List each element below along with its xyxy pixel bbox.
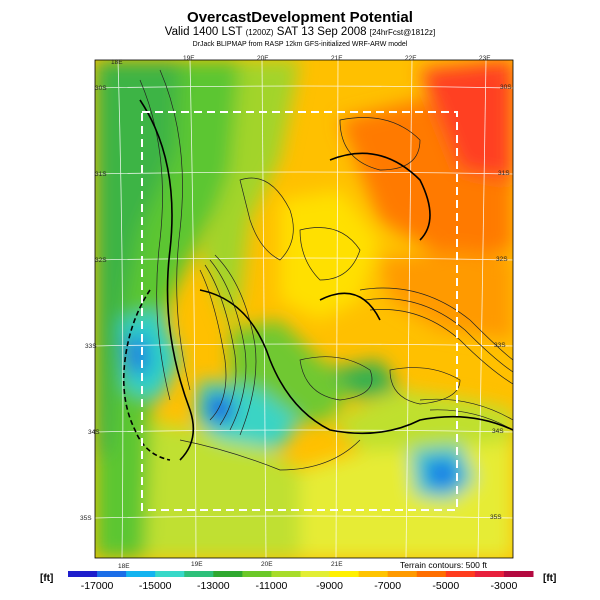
lat-label: 34S (492, 428, 504, 435)
colorbar-swatch (329, 571, 360, 577)
colorbar-swatch (387, 571, 418, 577)
colorbar-tick-label: -11000 (255, 580, 288, 592)
lat-label: 30S (500, 84, 512, 91)
colorbar-swatch (474, 571, 505, 577)
lon-label: 19E (183, 55, 195, 62)
lon-label: 18E (111, 59, 123, 66)
lat-label: 33S (494, 342, 506, 349)
colorbar-tick-label: -13000 (196, 580, 230, 592)
lat-label: 35S (490, 514, 502, 521)
colorbar-tick-label: -15000 (138, 580, 172, 592)
lon-label: 21E (331, 55, 343, 62)
colorbar-unit-right: [ft] (543, 573, 557, 584)
lon-label: 18E (118, 563, 130, 570)
lat-label: 34S (88, 429, 100, 436)
map-frame (94, 59, 514, 559)
colorbar-swatch (271, 571, 301, 577)
lon-label: 22E (405, 55, 417, 62)
colorbar-tick-label: -9000 (316, 580, 343, 592)
terrain-note: Terrain contours: 500 ft (400, 560, 487, 570)
inner-domain-box (141, 111, 458, 511)
lon-label: 19E (191, 561, 203, 568)
coastline-contours (139, 99, 513, 461)
colorbar-swatch (97, 571, 127, 577)
lon-label: 21E (331, 561, 343, 568)
colorbar-swatch (416, 571, 447, 577)
lon-label: 20E (261, 561, 273, 568)
colorbar-swatch (358, 571, 389, 577)
colorbar-tick-label: -17000 (80, 580, 114, 592)
colorbar (68, 571, 534, 577)
colorbar-swatch (503, 571, 534, 577)
lat-label: 31S (95, 171, 107, 178)
lon-label: 20E (257, 55, 269, 62)
lat-label: 32S (496, 256, 508, 263)
colorbar-swatch (126, 571, 156, 577)
colorbar-swatch (184, 571, 214, 577)
colorbar-unit-left: [ft] (40, 573, 54, 584)
colorbar-swatch (213, 571, 243, 577)
colorbar-swatch (445, 571, 476, 577)
colorbar-tick-label: -3000 (490, 580, 518, 592)
colorbar-tick-label: -7000 (374, 580, 402, 592)
colorbar-swatch (300, 571, 331, 577)
lat-label: 32S (95, 257, 107, 264)
colorbar-swatch (68, 571, 98, 577)
coastline (122, 289, 171, 461)
lat-label: 31S (498, 170, 510, 177)
colorbar-swatch (242, 571, 272, 577)
valid-time: Valid 1400 LST (1200Z) SAT 13 Sep 2008 [… (164, 26, 436, 38)
lat-label: 30S (95, 85, 107, 92)
map-title: OvercastDevelopment Potential (187, 9, 413, 26)
potential-field (95, 60, 513, 558)
colorbar-swatch (155, 571, 185, 577)
colorbar-tick-label: -5000 (432, 580, 460, 592)
lat-label: 35S (80, 515, 92, 522)
lat-label: 33S (85, 343, 97, 350)
lon-label: 23E (479, 55, 491, 62)
source-credit: DrJack BLIPMAP from RASP 12km GFS-initia… (192, 41, 408, 48)
